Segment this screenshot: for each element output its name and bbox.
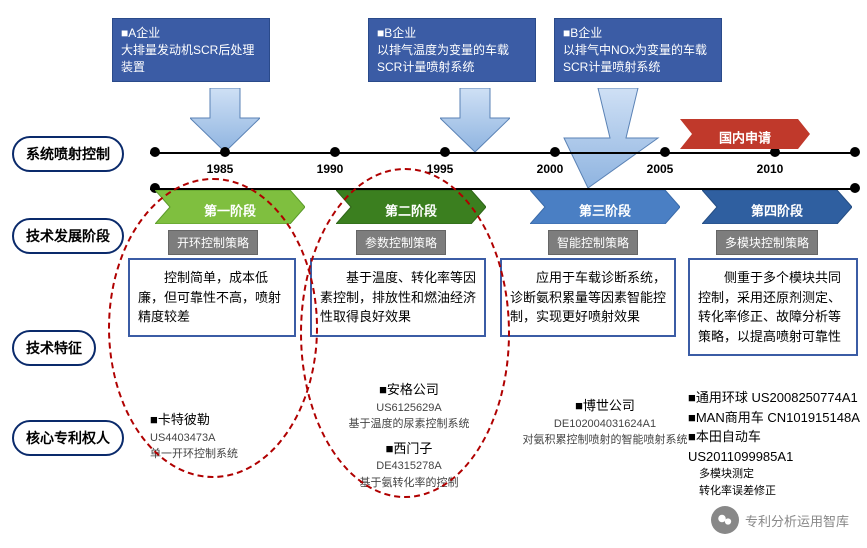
strategy-4: 多模块控制策略 bbox=[716, 230, 818, 255]
top-box-a: ■A企业 大排量发动机SCR后处理装置 bbox=[112, 18, 270, 82]
year: 2000 bbox=[537, 162, 564, 176]
domestic-banner: 国内申请 bbox=[680, 119, 810, 154]
top-box-title: ■B企业 bbox=[563, 25, 713, 42]
wechat-label: 专利分析运用智库 bbox=[745, 511, 849, 530]
top-box-b1: ■B企业 以排气温度为变量的车载SCR计量喷射系统 bbox=[368, 18, 536, 82]
patent-num: US4403473A bbox=[150, 430, 310, 447]
top-box-body: 以排气中NOx为变量的车载SCR计量喷射系统 bbox=[563, 42, 713, 76]
row-label-1: 系统喷射控制 bbox=[12, 136, 124, 172]
patent-num: DE102004031624A1 bbox=[520, 416, 690, 433]
year: 1985 bbox=[207, 162, 234, 176]
top-box-title: ■B企业 bbox=[377, 25, 527, 42]
patent-col-2: ■安格公司 US6125629A 基于温度的尿素控制系统 ■西门子 DE4315… bbox=[324, 380, 494, 491]
top-box-b2: ■B企业 以排气中NOx为变量的车载SCR计量喷射系统 bbox=[554, 18, 722, 82]
patent-co: ■本田自动车 US2011099985A1 bbox=[688, 427, 867, 466]
patent-col-4: ■通用环球 US2008250774A1 ■MAN商用车 CN101915148… bbox=[688, 388, 867, 499]
banner-label: 国内申请 bbox=[719, 127, 771, 146]
year: 2005 bbox=[647, 162, 674, 176]
arrow-b1 bbox=[440, 88, 510, 152]
feature-2: 基于温度、转化率等因素控制，排放性和燃油经济性取得良好效果 bbox=[310, 258, 486, 337]
patent-num: US6125629A bbox=[324, 400, 494, 417]
patent-num: DE4315278A bbox=[324, 458, 494, 475]
patent-col-1: ■卡特彼勒 US4403473A 单一开环控制系统 bbox=[150, 410, 310, 463]
row-label-2: 技术发展阶段 bbox=[12, 218, 124, 254]
phase-4: 第四阶段 bbox=[702, 190, 852, 229]
patent-co: ■MAN商用车 CN101915148A bbox=[688, 408, 867, 428]
feature-3: 应用于车载诊断系统，诊断氨积累量等因素智能控制，实现更好喷射效果 bbox=[500, 258, 676, 337]
feature-1: 控制简单，成本低廉，但可靠性不高，喷射精度较差 bbox=[128, 258, 296, 337]
phase-1: 第一阶段 bbox=[155, 190, 305, 229]
phase-2: 第二阶段 bbox=[336, 190, 486, 229]
patent-desc: 基于温度的尿素控制系统 bbox=[324, 416, 494, 433]
phase-label: 第二阶段 bbox=[385, 200, 437, 219]
top-box-body: 大排量发动机SCR后处理装置 bbox=[121, 42, 261, 76]
row-label-3: 技术特征 bbox=[12, 330, 96, 366]
patent-co: ■卡特彼勒 bbox=[150, 410, 310, 430]
phase-label: 第四阶段 bbox=[751, 200, 803, 219]
arrow-b2 bbox=[548, 88, 668, 198]
phase-label: 第三阶段 bbox=[579, 200, 631, 219]
row-label-4: 核心专利权人 bbox=[12, 420, 124, 456]
strategy-2: 参数控制策略 bbox=[356, 230, 446, 255]
patent-col-3: ■博世公司 DE102004031624A1 对氨积累控制喷射的智能喷射系统 bbox=[520, 396, 690, 449]
strategy-1: 开环控制策略 bbox=[168, 230, 258, 255]
wechat-source: 专利分析运用智库 bbox=[711, 506, 849, 534]
phase-label: 第一阶段 bbox=[204, 200, 256, 219]
phase-3: 第三阶段 bbox=[530, 190, 680, 229]
patent-co: ■安格公司 bbox=[324, 380, 494, 400]
patent-note: 多模块测定 bbox=[688, 466, 867, 483]
patent-desc: 单一开环控制系统 bbox=[150, 446, 310, 463]
patent-desc: 对氨积累控制喷射的智能喷射系统 bbox=[520, 432, 690, 449]
year: 1990 bbox=[317, 162, 344, 176]
patent-co: ■西门子 bbox=[324, 439, 494, 459]
strategy-3: 智能控制策略 bbox=[548, 230, 638, 255]
top-box-body: 以排气温度为变量的车载SCR计量喷射系统 bbox=[377, 42, 527, 76]
arrow-a bbox=[190, 88, 260, 152]
patent-co: ■通用环球 US2008250774A1 bbox=[688, 388, 867, 408]
top-box-title: ■A企业 bbox=[121, 25, 261, 42]
year: 2010 bbox=[757, 162, 784, 176]
patent-note: 转化率误差修正 bbox=[688, 483, 867, 500]
year: 1995 bbox=[427, 162, 454, 176]
patent-co: ■博世公司 bbox=[520, 396, 690, 416]
feature-4: 侧重于多个模块共同控制，采用还原剂测定、转化率修正、故障分析等策略，以提高喷射可… bbox=[688, 258, 858, 356]
wechat-icon bbox=[711, 506, 739, 534]
patent-desc: 基于氨转化率的控制 bbox=[324, 475, 494, 492]
